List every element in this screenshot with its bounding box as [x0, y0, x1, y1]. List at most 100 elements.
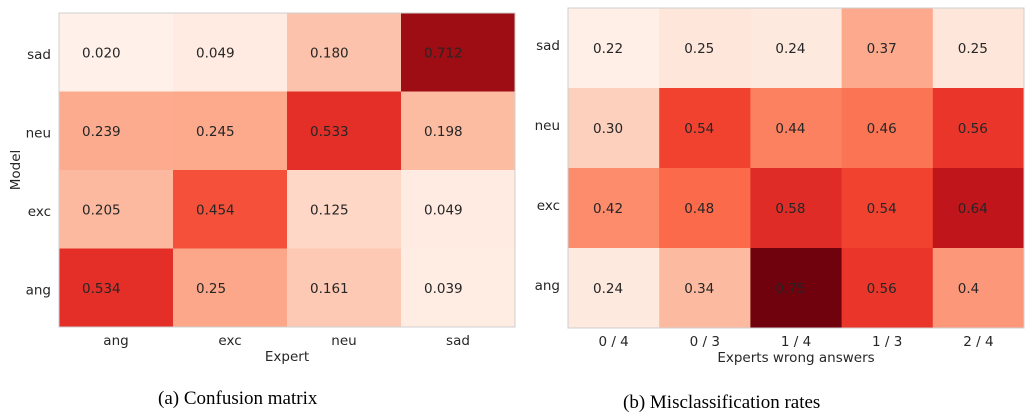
y-tick-label: ang — [535, 278, 560, 294]
cell-value-label: 0.48 — [684, 201, 714, 217]
heatmap-cell-exc-1-3 — [841, 168, 934, 249]
heatmap-cell-sad-exc — [173, 13, 288, 92]
cell-value-label: 0.34 — [684, 281, 714, 297]
heatmap-cell-neu-2-4 — [932, 88, 1025, 169]
cell-value-label: 0.039 — [424, 281, 463, 297]
heatmap-cell-sad-ang — [59, 13, 174, 92]
misclassification-panel: 0.22 0.25 0.24 0.37 0.25 0.30 0.54 0.44 0.46 0.56… — [520, 0, 1029, 416]
cell-value-label: 0.25 — [684, 41, 714, 57]
cell-value-label: 0.245 — [196, 124, 235, 140]
cell-value-label: 0.161 — [310, 281, 349, 297]
heatmap-cell-sad-0-4 — [568, 8, 660, 89]
x-tick-label: 2 / 4 — [963, 334, 993, 350]
confusion-matrix-caption: (a) Confusion matrix — [158, 388, 318, 409]
heatmap-cell-exc-neu — [287, 170, 402, 249]
x-tick-label: sad — [446, 333, 470, 349]
misclassification-caption: (b) Misclassification rates — [623, 392, 821, 413]
cell-value-label: 0.198 — [424, 124, 463, 140]
heatmap-cell-exc-ang — [59, 170, 174, 249]
x-tick-label: exc — [218, 333, 241, 349]
cell-value-label: 0.54 — [684, 121, 714, 137]
misclassification-chart: 0.22 0.25 0.24 0.37 0.25 0.30 0.54 0.44 0.46 0.56… — [535, 7, 1025, 366]
x-tick-label: 1 / 4 — [781, 334, 811, 350]
cell-value-label: 0.25 — [196, 281, 226, 297]
plot-frame — [58, 12, 516, 328]
cell-value-label: 0.4 — [958, 281, 979, 297]
cell-value-label: 0.534 — [82, 281, 121, 297]
heatmap-cell-ang-ang — [59, 248, 174, 328]
heatmap-cell-ang-0-4 — [568, 248, 660, 329]
y-tick-label: exc — [537, 198, 560, 214]
cell-value-label: 0.533 — [310, 124, 349, 140]
heatmap-cell-neu-ang — [59, 91, 174, 171]
heatmap-cell-sad-1-4 — [750, 8, 843, 89]
heatmap-cell-neu-exc — [173, 91, 288, 171]
confusion-matrix-panel: 0.020 0.049 0.180 0.712 0.239 0.245 0.533 0.198… — [8, 12, 516, 409]
heatmap-cell-exc-2-4 — [932, 168, 1025, 249]
heatmap-cell-sad-sad — [401, 13, 516, 92]
heatmap-cell-exc-exc — [173, 170, 288, 249]
cell-value-label: 0.22 — [593, 41, 623, 57]
cell-value-label: 0.46 — [867, 121, 897, 137]
heatmap-cell-ang-1-4 — [750, 248, 843, 329]
y-tick-label: sad — [27, 47, 51, 63]
cell-value-label: 0.75 — [775, 281, 805, 297]
heatmap-cells: 0.22 0.25 0.24 0.37 0.25 0.30 0.54 0.44 0.46 0.56… — [568, 8, 1025, 329]
heatmap-cell-exc-0-3 — [659, 168, 751, 249]
cell-value-label: 0.239 — [82, 124, 121, 140]
heatmap-cell-neu-1-4 — [750, 88, 843, 169]
cell-value-label: 0.125 — [310, 202, 349, 218]
heatmap-cell-sad-1-3 — [841, 8, 934, 89]
cell-value-label: 0.205 — [82, 202, 121, 218]
cell-value-label: 0.64 — [958, 201, 988, 217]
y-tick-label: exc — [28, 204, 51, 220]
cell-value-label: 0.180 — [310, 45, 349, 61]
heatmap-cell-exc-0-4 — [568, 168, 660, 249]
heatmap-cell-neu-0-3 — [659, 88, 751, 169]
cell-value-label: 0.454 — [196, 202, 235, 218]
heatmap-cell-ang-0-3 — [659, 248, 751, 329]
heatmap-cell-ang-exc — [173, 248, 288, 328]
cell-value-label: 0.049 — [196, 45, 235, 61]
cell-value-label: 0.42 — [593, 201, 623, 217]
cell-value-label: 0.44 — [775, 121, 805, 137]
plot-frame — [567, 7, 1025, 329]
cell-value-label: 0.24 — [593, 281, 623, 297]
heatmap-cell-ang-neu — [287, 248, 402, 328]
x-tick-label: 1 / 3 — [872, 334, 902, 350]
cell-value-label: 0.712 — [424, 45, 463, 61]
heatmap-cell-ang-sad — [401, 248, 516, 328]
cell-value-label: 0.020 — [82, 45, 121, 61]
cell-value-label: 0.37 — [867, 41, 897, 57]
y-tick-label: ang — [26, 283, 51, 299]
heatmap-cell-neu-1-3 — [841, 88, 934, 169]
cell-value-label: 0.58 — [775, 201, 805, 217]
x-axis-label: Experts wrong answers — [717, 350, 874, 366]
cell-value-label: 0.24 — [775, 41, 805, 57]
x-tick-label: ang — [103, 333, 128, 349]
y-tick-label: neu — [535, 118, 560, 134]
heatmap-cell-sad-neu — [287, 13, 402, 92]
y-tick-label: sad — [536, 38, 560, 54]
heatmap-cell-neu-sad — [401, 91, 516, 171]
heatmap-cell-sad-0-3 — [659, 8, 751, 89]
cell-value-label: 0.54 — [867, 201, 897, 217]
y-axis-label: Model — [8, 150, 24, 191]
heatmap-cell-exc-sad — [401, 170, 516, 249]
cell-value-label: 0.56 — [867, 281, 897, 297]
x-tick-label: neu — [331, 333, 356, 349]
confusion-matrix-chart: 0.020 0.049 0.180 0.712 0.239 0.245 0.533 0.198… — [8, 12, 516, 365]
cell-value-label: 0.56 — [958, 121, 988, 137]
heatmap-cell-exc-1-4 — [750, 168, 843, 249]
heatmap-cell-neu-neu — [287, 91, 402, 171]
x-axis-label: Expert — [265, 349, 309, 365]
heatmap-cell-neu-0-4 — [568, 88, 660, 169]
x-tick-label: 0 / 3 — [690, 334, 720, 350]
cell-value-label: 0.30 — [593, 121, 623, 137]
cell-value-label: 0.049 — [424, 202, 463, 218]
cell-value-label: 0.25 — [958, 41, 988, 57]
heatmap-cell-ang-2-4 — [932, 248, 1025, 329]
x-tick-label: 0 / 4 — [598, 334, 628, 350]
heatmap-cell-ang-1-3 — [841, 248, 934, 329]
heatmap-cell-sad-2-4 — [932, 8, 1025, 89]
